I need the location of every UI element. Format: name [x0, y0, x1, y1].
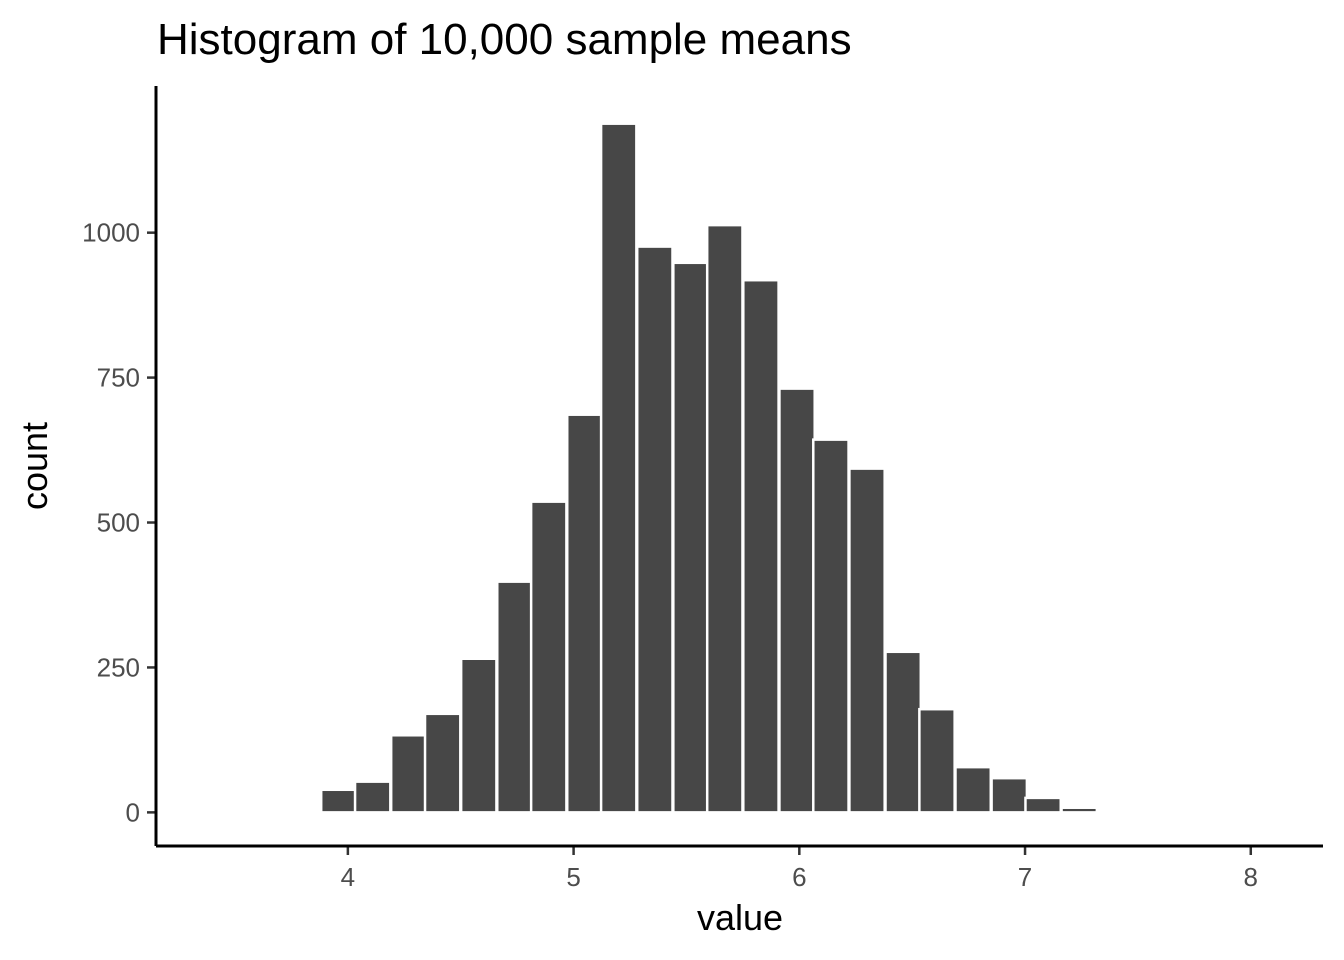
histogram-bar-4	[389, 734, 428, 814]
histogram-bar-3	[353, 780, 392, 814]
histogram-bar-0	[247, 810, 286, 814]
histogram-bar-23	[1060, 806, 1099, 814]
histogram-bar-22	[1024, 796, 1062, 814]
histogram-bar-6	[459, 657, 498, 814]
y-tick-label-250: 250	[97, 652, 140, 682]
histogram-bar-11	[635, 245, 674, 814]
x-tick-label-7: 7	[1018, 862, 1032, 892]
x-tick-label-6: 6	[792, 862, 806, 892]
histogram-bar-1	[283, 808, 322, 814]
histogram-bar-5	[423, 712, 462, 814]
x-axis-ticks: 4 5 6 7 8	[341, 846, 1258, 892]
histogram-bar-12	[672, 261, 710, 814]
histogram-bar-8	[529, 500, 568, 814]
bars-group	[247, 122, 1099, 814]
histogram-bar-13	[705, 223, 744, 814]
y-tick-label-500: 500	[97, 508, 140, 538]
y-tick-label-750: 750	[97, 363, 140, 393]
histogram-bar-20	[954, 765, 993, 814]
histogram-bar-21	[990, 776, 1029, 814]
histogram-bar-2	[319, 788, 358, 814]
histogram-bar-15	[778, 387, 816, 814]
histogram-bar-10	[599, 122, 638, 814]
y-axis-title: count	[14, 422, 55, 510]
y-tick-label-1000: 1000	[82, 218, 140, 248]
y-tick-label-0: 0	[126, 797, 140, 827]
histogram-bar-9	[565, 413, 604, 814]
histogram-bar-18	[884, 650, 923, 814]
x-tick-label-4: 4	[341, 862, 355, 892]
histogram-bar-7	[496, 580, 534, 814]
x-tick-label-5: 5	[566, 862, 580, 892]
x-tick-label-8: 8	[1244, 862, 1258, 892]
x-axis-title: value	[697, 897, 783, 938]
y-axis-ticks: 0 250 500 750 1000	[82, 218, 156, 827]
histogram-bar-14	[742, 278, 780, 814]
histogram-bar-16	[812, 438, 850, 814]
chart-title: Histogram of 10,000 sample means	[157, 15, 852, 64]
histogram-bar-19	[918, 707, 956, 814]
histogram-bar-17	[848, 467, 886, 814]
